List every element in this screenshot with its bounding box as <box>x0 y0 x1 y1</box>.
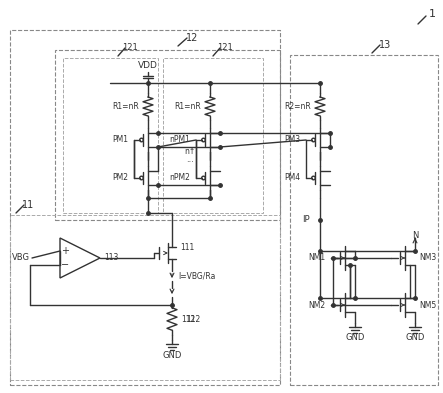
Bar <box>290 55 438 385</box>
Text: 11: 11 <box>22 200 34 210</box>
Text: I=VBG/Ra: I=VBG/Ra <box>178 272 215 281</box>
Bar <box>163 58 263 213</box>
Text: GND: GND <box>405 334 425 343</box>
Bar <box>63 58 158 213</box>
Text: ...: ... <box>186 156 194 165</box>
Text: IP: IP <box>303 215 310 224</box>
Text: 1: 1 <box>428 9 435 19</box>
Text: NM5: NM5 <box>419 301 436 310</box>
Text: R1=nR: R1=nR <box>112 102 139 111</box>
Bar <box>10 30 280 385</box>
Text: VDD: VDD <box>138 61 158 70</box>
Text: +: + <box>61 246 69 256</box>
Text: NM2: NM2 <box>308 301 325 310</box>
Text: 113: 113 <box>104 253 118 263</box>
Text: nPM1: nPM1 <box>169 136 190 145</box>
Text: NM1: NM1 <box>308 253 325 263</box>
Text: 13: 13 <box>379 40 391 50</box>
Text: 121: 121 <box>217 44 233 53</box>
Text: 112: 112 <box>186 314 200 323</box>
Bar <box>55 50 280 220</box>
Bar <box>10 215 280 380</box>
Text: R1=nR: R1=nR <box>174 102 201 111</box>
Text: VBG: VBG <box>12 253 30 263</box>
Text: 12: 12 <box>186 33 198 43</box>
Text: GND: GND <box>345 334 365 343</box>
Text: NM3: NM3 <box>419 253 436 263</box>
Text: n↑: n↑ <box>184 147 196 156</box>
Text: PM3: PM3 <box>284 136 300 145</box>
Text: nPM2: nPM2 <box>169 173 190 182</box>
Text: 112: 112 <box>181 314 195 323</box>
Text: PM4: PM4 <box>284 173 300 182</box>
Text: 111: 111 <box>180 242 194 252</box>
Text: PM1: PM1 <box>112 136 128 145</box>
Text: −: − <box>61 260 69 270</box>
Text: 121: 121 <box>122 44 138 53</box>
Text: N: N <box>412 231 418 241</box>
Text: PM2: PM2 <box>112 173 128 182</box>
Text: R2=nR: R2=nR <box>284 102 311 111</box>
Text: GND: GND <box>162 351 182 360</box>
